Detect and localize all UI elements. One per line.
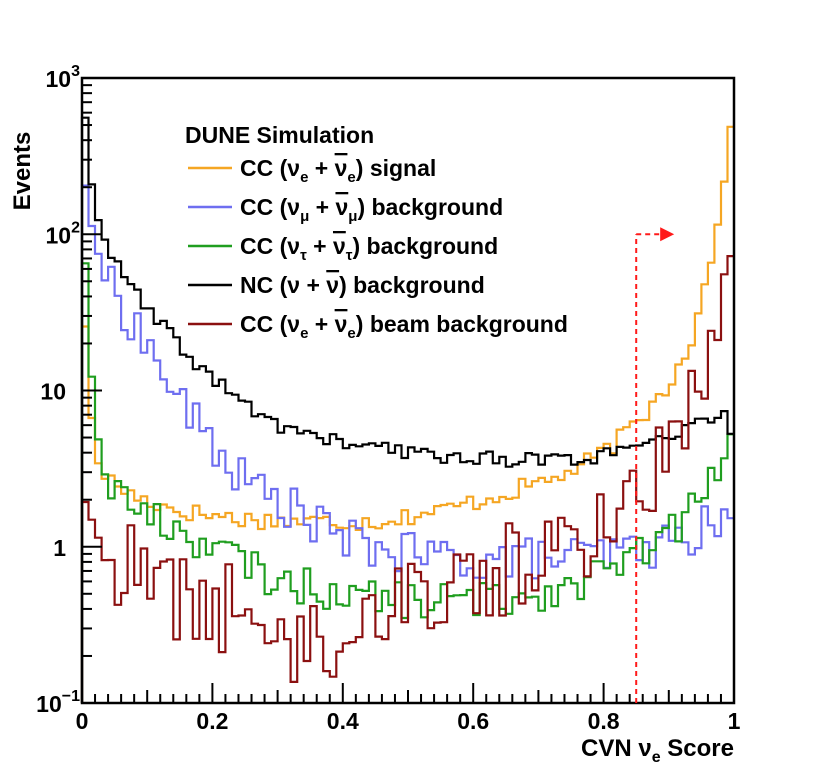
legend-entry-cc-background: CC (ντ + ντ) background <box>188 233 498 264</box>
series-nc-background <box>80 116 734 703</box>
y-tick-label: 1 <box>53 535 66 561</box>
x-tick-label: 0.8 <box>588 708 620 734</box>
legend-entry-cc-e-e-beam-background: CC (νe + νe) beam background <box>188 311 568 342</box>
series-cc-background <box>80 262 734 703</box>
legend-label: CC (νe + νe) signal <box>240 155 436 186</box>
legend-title: DUNE Simulation <box>185 122 374 148</box>
x-tick-label: 1 <box>728 708 741 734</box>
x-tick-label: 0.6 <box>457 708 489 734</box>
legend-label: CC (νμ + νμ) background <box>240 194 503 225</box>
y-tick-label: 102 <box>46 219 81 248</box>
legend-label: CC (νe + νe) beam background <box>240 311 568 342</box>
x-tick-label: 0.4 <box>327 708 359 734</box>
y-tick-label: 10 <box>40 379 66 405</box>
series-cc-background <box>80 184 734 703</box>
legend: DUNE Simulation CC (νe + νe) signal CC (ν… <box>185 122 568 342</box>
legend-entry-cc-background: CC (νμ + νμ) background <box>188 194 503 225</box>
legend-entry-cc-e-e-signal: CC (νe + νe) signal <box>188 155 436 186</box>
legend-label: NC (ν + ν) background <box>240 272 485 298</box>
x-tick-label: 0 <box>76 708 89 734</box>
series-group <box>80 116 734 703</box>
series-cc-e-e-signal <box>80 125 734 703</box>
axis-ticks <box>82 84 722 704</box>
x-tick-label: 0.2 <box>196 708 228 734</box>
x-tick-labels: 0 0.2 0.4 0.6 0.8 1 <box>76 708 741 734</box>
cut-arrow-head <box>660 227 675 242</box>
legend-entry-nc-background: NC (ν + ν) background <box>188 272 485 298</box>
legend-label: CC (ντ + ντ) background <box>240 233 498 264</box>
y-axis-label: Events <box>9 132 36 211</box>
y-tick-labels: 10−1 1 10 102 103 <box>36 63 80 717</box>
x-axis-label: CVN νe Score <box>581 735 734 766</box>
y-tick-label: 10−1 <box>36 688 80 717</box>
series-cc-e-e-beam-background <box>80 255 734 703</box>
y-tick-label: 103 <box>46 63 81 92</box>
cut-marker <box>635 227 675 703</box>
